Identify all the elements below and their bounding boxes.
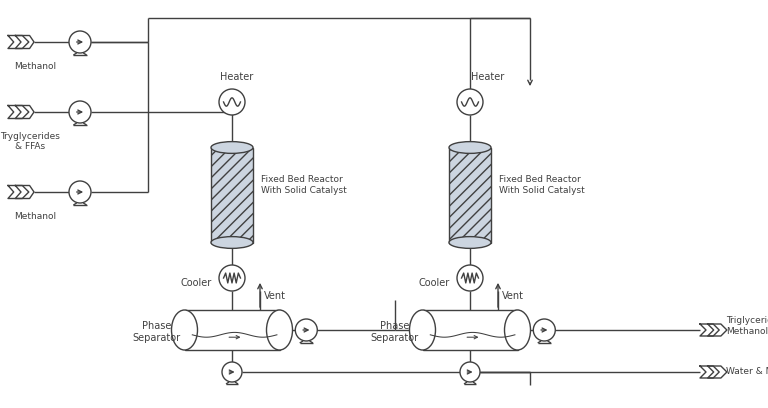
Ellipse shape bbox=[505, 310, 531, 350]
Circle shape bbox=[457, 89, 483, 115]
Text: Heater: Heater bbox=[472, 72, 505, 82]
Text: Phase
Separator: Phase Separator bbox=[132, 321, 180, 343]
Text: Phase
Separator: Phase Separator bbox=[370, 321, 419, 343]
Circle shape bbox=[69, 181, 91, 203]
Circle shape bbox=[69, 101, 91, 123]
Circle shape bbox=[219, 265, 245, 291]
Bar bbox=[184, 310, 280, 350]
Text: Water & Methanol: Water & Methanol bbox=[726, 368, 768, 377]
Circle shape bbox=[533, 319, 555, 341]
Text: Cooler: Cooler bbox=[180, 278, 212, 288]
Text: Fixed Bed Reactor
With Solid Catalyst: Fixed Bed Reactor With Solid Catalyst bbox=[261, 175, 346, 195]
Ellipse shape bbox=[409, 310, 435, 350]
Ellipse shape bbox=[171, 310, 197, 350]
Ellipse shape bbox=[449, 237, 491, 248]
Bar bbox=[422, 310, 518, 350]
Text: Heater: Heater bbox=[220, 72, 253, 82]
Text: Fixed Bed Reactor
With Solid Catalyst: Fixed Bed Reactor With Solid Catalyst bbox=[499, 175, 584, 195]
Bar bbox=[211, 148, 253, 242]
Ellipse shape bbox=[211, 142, 253, 153]
Circle shape bbox=[69, 31, 91, 53]
Text: Triglycerides, Biodiesel &
Methanol: Triglycerides, Biodiesel & Methanol bbox=[726, 316, 768, 336]
Circle shape bbox=[457, 265, 483, 291]
Ellipse shape bbox=[211, 237, 253, 248]
Circle shape bbox=[460, 362, 480, 382]
Circle shape bbox=[296, 319, 317, 341]
Text: Cooler: Cooler bbox=[419, 278, 450, 288]
Text: Vent: Vent bbox=[264, 291, 286, 301]
Bar bbox=[449, 148, 491, 242]
Text: Methanol: Methanol bbox=[14, 62, 56, 71]
Ellipse shape bbox=[266, 310, 293, 350]
Text: Methanol: Methanol bbox=[14, 212, 56, 221]
Text: Vent: Vent bbox=[502, 291, 524, 301]
Circle shape bbox=[222, 362, 242, 382]
Circle shape bbox=[219, 89, 245, 115]
Text: Tryglycerides
& FFAs: Tryglycerides & FFAs bbox=[0, 132, 60, 151]
Ellipse shape bbox=[449, 142, 491, 153]
